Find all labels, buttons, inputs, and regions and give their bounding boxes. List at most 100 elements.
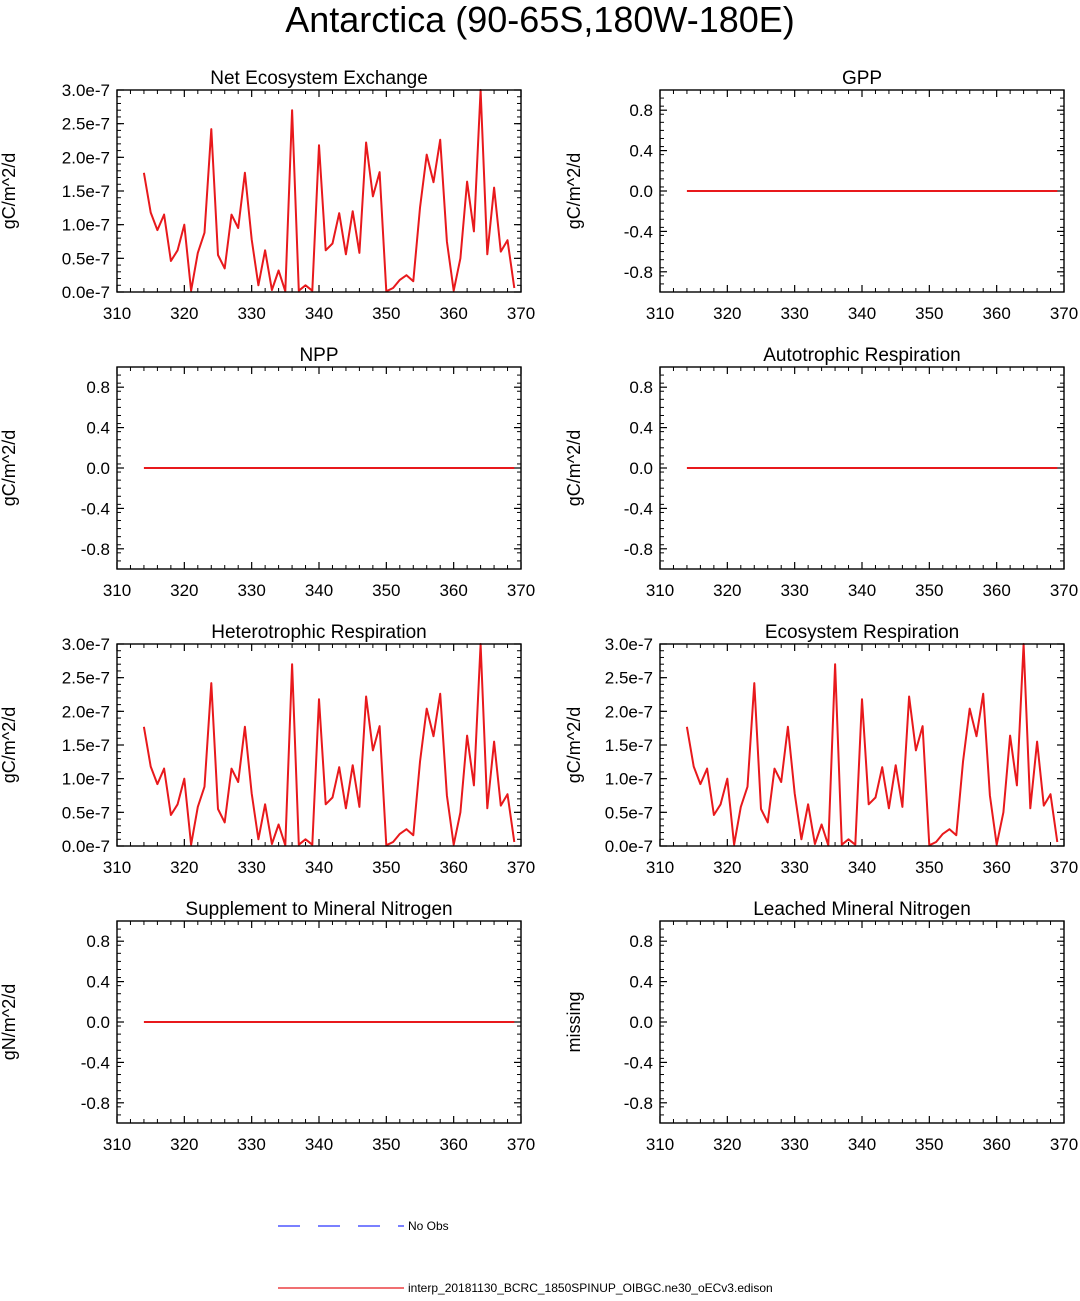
x-tick-label: 320 <box>170 581 198 600</box>
plot-frame <box>116 920 522 1124</box>
y-tick-label: 2.0e-7 <box>62 702 110 721</box>
y-tick-label: 0.8 <box>629 101 653 120</box>
y-tick-label: 0.0e-7 <box>62 837 110 856</box>
plot-frame <box>659 366 1065 570</box>
x-tick-label: 340 <box>848 304 876 323</box>
plot-frame <box>116 89 522 293</box>
panel-title: Ecosystem Respiration <box>765 622 959 643</box>
x-tick-label: 350 <box>915 581 943 600</box>
x-tick-label: 360 <box>439 581 467 600</box>
x-tick-label: 360 <box>982 858 1010 877</box>
y-tick-label: 1.5e-7 <box>62 182 110 201</box>
figure-title: Antarctica (90-65S,180W-180E) <box>285 0 795 40</box>
x-tick-label: 330 <box>237 858 265 877</box>
x-tick-label: 370 <box>1050 304 1078 323</box>
x-tick-label: 320 <box>713 581 741 600</box>
legend-label-obs: No Obs <box>408 1219 449 1233</box>
panel-title: Leached Mineral Nitrogen <box>753 899 971 920</box>
y-tick-label: 3.0e-7 <box>605 635 653 654</box>
x-tick-label: 310 <box>103 581 131 600</box>
panel-7: 310 320 330 340 350 360 370 -0.8 -0.4 0.0 0.4 0.8 Le… <box>564 899 1078 1154</box>
y-tick-label: 0.0 <box>629 459 653 478</box>
y-tick-label: 2.5e-7 <box>605 669 653 688</box>
y-tick-label: 0.8 <box>629 378 653 397</box>
y-tick-label: -0.4 <box>81 1053 110 1072</box>
x-tick-label: 350 <box>372 1135 400 1154</box>
y-tick-label: -0.8 <box>81 1094 110 1113</box>
y-axis-label: gN/m^2/d <box>0 984 19 1060</box>
y-axis-label: gC/m^2/d <box>0 707 19 783</box>
y-tick-label: 0.8 <box>86 378 110 397</box>
x-tick-label: 360 <box>439 304 467 323</box>
x-tick-label: 340 <box>848 581 876 600</box>
y-tick-label: -0.4 <box>81 499 110 518</box>
x-tick-label: 340 <box>305 858 333 877</box>
y-tick-label: 1.5e-7 <box>605 736 653 755</box>
plot-frame <box>659 920 1065 1124</box>
x-tick-label: 350 <box>372 581 400 600</box>
panel-0: 310 320 330 340 350 360 370 0.0e-7 0.5e-7 1.0e-7 1… <box>0 68 535 323</box>
y-tick-label: 0.4 <box>629 142 653 161</box>
series-line <box>142 643 516 847</box>
y-tick-label: 2.0e-7 <box>62 148 110 167</box>
x-tick-label: 370 <box>1050 858 1078 877</box>
y-tick-label: -0.8 <box>624 1094 653 1113</box>
x-tick-label: 310 <box>646 581 674 600</box>
panel-title: GPP <box>842 68 882 89</box>
x-tick-label: 360 <box>982 581 1010 600</box>
panel-4: 310 320 330 340 350 360 370 0.0e-7 0.5e-7 1.0e-7 1… <box>0 622 535 877</box>
x-tick-label: 310 <box>103 858 131 877</box>
y-tick-label: 0.5e-7 <box>62 803 110 822</box>
x-tick-label: 360 <box>439 858 467 877</box>
x-tick-label: 370 <box>1050 581 1078 600</box>
y-tick-label: 0.4 <box>629 973 653 992</box>
x-tick-label: 340 <box>848 858 876 877</box>
x-tick-label: 370 <box>507 1135 535 1154</box>
series-line <box>142 89 516 293</box>
x-tick-label: 360 <box>982 304 1010 323</box>
panel-title: Heterotrophic Respiration <box>211 622 426 643</box>
y-tick-label: 0.5e-7 <box>62 249 110 268</box>
x-tick-label: 330 <box>237 1135 265 1154</box>
x-tick-label: 370 <box>507 581 535 600</box>
x-tick-label: 330 <box>780 1135 808 1154</box>
y-tick-label: 1.0e-7 <box>605 770 653 789</box>
legend-label-model: interp_20181130_BCRC_1850SPINUP_OIBGC.ne… <box>408 1281 773 1295</box>
y-tick-label: 0.0 <box>629 182 653 201</box>
y-tick-label: 0.0 <box>86 459 110 478</box>
panel-title: NPP <box>299 345 338 366</box>
y-tick-label: 3.0e-7 <box>62 635 110 654</box>
y-tick-label: -0.4 <box>624 1053 653 1072</box>
y-tick-label: 0.0 <box>86 1013 110 1032</box>
x-tick-label: 370 <box>1050 1135 1078 1154</box>
x-tick-label: 360 <box>982 1135 1010 1154</box>
y-tick-label: -0.4 <box>624 499 653 518</box>
x-tick-label: 370 <box>507 304 535 323</box>
y-tick-label: 0.0e-7 <box>605 837 653 856</box>
y-axis-label: missing <box>564 991 584 1052</box>
y-axis-label: gC/m^2/d <box>0 153 19 229</box>
x-tick-label: 350 <box>915 1135 943 1154</box>
y-tick-label: 2.5e-7 <box>62 669 110 688</box>
x-tick-label: 320 <box>170 858 198 877</box>
x-tick-label: 310 <box>646 304 674 323</box>
y-tick-label: 0.8 <box>629 932 653 951</box>
y-tick-label: 0.8 <box>86 932 110 951</box>
x-tick-label: 320 <box>170 304 198 323</box>
plot-frame <box>659 643 1065 847</box>
panel-6: 310 320 330 340 350 360 370 -0.8 -0.4 0.0 0.4 0.8 Su… <box>0 899 535 1154</box>
y-axis-label: gC/m^2/d <box>564 707 584 783</box>
x-tick-label: 350 <box>915 304 943 323</box>
x-tick-label: 320 <box>713 1135 741 1154</box>
legend-item-model: interp_20181130_BCRC_1850SPINUP_OIBGC.ne… <box>278 1280 773 1296</box>
panel-title: Net Ecosystem Exchange <box>210 68 428 89</box>
panel-title: Supplement to Mineral Nitrogen <box>185 899 452 920</box>
y-tick-label: 0.4 <box>86 419 110 438</box>
y-tick-label: -0.8 <box>624 540 653 559</box>
y-tick-label: 0.4 <box>86 973 110 992</box>
x-tick-label: 330 <box>237 304 265 323</box>
plot-frame <box>659 89 1065 293</box>
y-tick-label: 1.0e-7 <box>62 770 110 789</box>
panel-title: Autotrophic Respiration <box>763 345 961 366</box>
